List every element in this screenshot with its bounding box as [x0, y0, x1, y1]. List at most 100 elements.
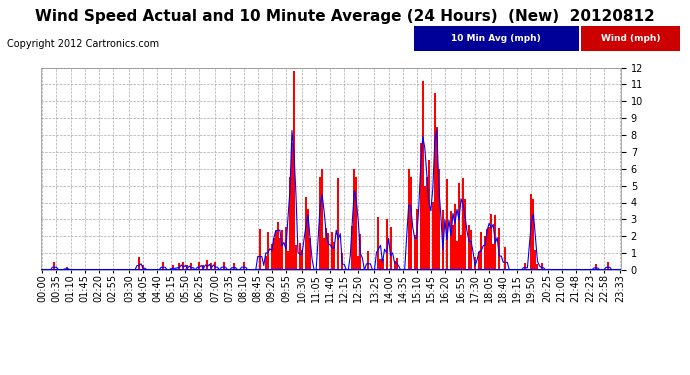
Bar [393, 261, 395, 270]
Bar [331, 232, 333, 270]
Bar [206, 260, 208, 270]
Bar [279, 238, 281, 270]
Bar [442, 210, 444, 270]
Bar [291, 144, 293, 270]
Bar [333, 242, 335, 270]
Bar [259, 230, 261, 270]
Bar [456, 241, 458, 270]
Bar [351, 226, 353, 270]
Bar [178, 263, 180, 270]
Bar [285, 227, 287, 270]
Bar [434, 93, 436, 270]
Bar [210, 263, 213, 270]
Bar [504, 247, 506, 270]
Bar [277, 222, 279, 270]
Bar [186, 265, 188, 270]
Bar [488, 226, 490, 270]
Bar [524, 263, 526, 270]
Bar [265, 256, 267, 270]
Bar [299, 243, 301, 270]
Bar [424, 186, 426, 270]
Bar [480, 232, 482, 270]
Bar [432, 202, 434, 270]
Bar [426, 177, 428, 270]
Bar [420, 144, 422, 270]
Bar [498, 228, 500, 270]
Text: Wind Speed Actual and 10 Minute Average (24 Hours)  (New)  20120812: Wind Speed Actual and 10 Minute Average … [35, 9, 655, 24]
Bar [307, 209, 309, 270]
Bar [533, 199, 535, 270]
Bar [450, 211, 452, 270]
Bar [377, 217, 380, 270]
FancyBboxPatch shape [582, 26, 680, 51]
Bar [301, 250, 303, 270]
Bar [337, 178, 339, 270]
Bar [446, 179, 448, 270]
Bar [386, 219, 388, 270]
Bar [190, 263, 193, 270]
Bar [607, 262, 609, 270]
Bar [464, 200, 466, 270]
Bar [215, 262, 217, 270]
Bar [327, 232, 329, 270]
Bar [267, 232, 269, 270]
Bar [273, 238, 275, 270]
Bar [222, 262, 224, 270]
Bar [408, 170, 410, 270]
Bar [484, 236, 486, 270]
Bar [295, 245, 297, 270]
Bar [367, 252, 369, 270]
Bar [243, 262, 245, 270]
Bar [468, 225, 470, 270]
Bar [428, 160, 430, 270]
Bar [390, 227, 391, 270]
Bar [319, 177, 321, 270]
Bar [342, 253, 344, 270]
Bar [382, 259, 384, 270]
Bar [490, 214, 492, 270]
FancyBboxPatch shape [414, 26, 579, 51]
Bar [162, 262, 164, 270]
Bar [454, 204, 456, 270]
Bar [410, 177, 412, 270]
Bar [595, 264, 597, 270]
Bar [199, 262, 200, 270]
Bar [309, 237, 311, 270]
Bar [462, 178, 464, 270]
Bar [494, 215, 496, 270]
Bar [182, 262, 184, 270]
Bar [492, 244, 494, 270]
Bar [357, 256, 359, 270]
Bar [233, 263, 235, 270]
Bar [460, 235, 462, 270]
Bar [281, 230, 283, 270]
Bar [275, 231, 277, 270]
Bar [452, 225, 454, 270]
Bar [458, 183, 460, 270]
Bar [142, 265, 144, 270]
Bar [353, 169, 355, 270]
Bar [422, 81, 424, 270]
Bar [531, 194, 533, 270]
Bar [359, 234, 362, 270]
Text: 10 Min Avg (mph): 10 Min Avg (mph) [451, 34, 541, 43]
Bar [540, 263, 542, 270]
Bar [438, 169, 440, 270]
Bar [287, 251, 289, 270]
Bar [474, 257, 476, 270]
Bar [395, 258, 397, 270]
Bar [270, 244, 273, 270]
Bar [321, 169, 323, 270]
Bar [486, 229, 488, 270]
Text: Copyright 2012 Cartronics.com: Copyright 2012 Cartronics.com [7, 39, 159, 50]
Bar [535, 250, 536, 270]
Bar [470, 230, 472, 270]
Bar [355, 177, 357, 270]
Bar [380, 260, 382, 270]
Bar [66, 267, 68, 270]
Bar [293, 71, 295, 270]
Bar [323, 238, 325, 270]
Bar [202, 265, 204, 270]
Bar [138, 256, 140, 270]
Bar [289, 177, 291, 270]
